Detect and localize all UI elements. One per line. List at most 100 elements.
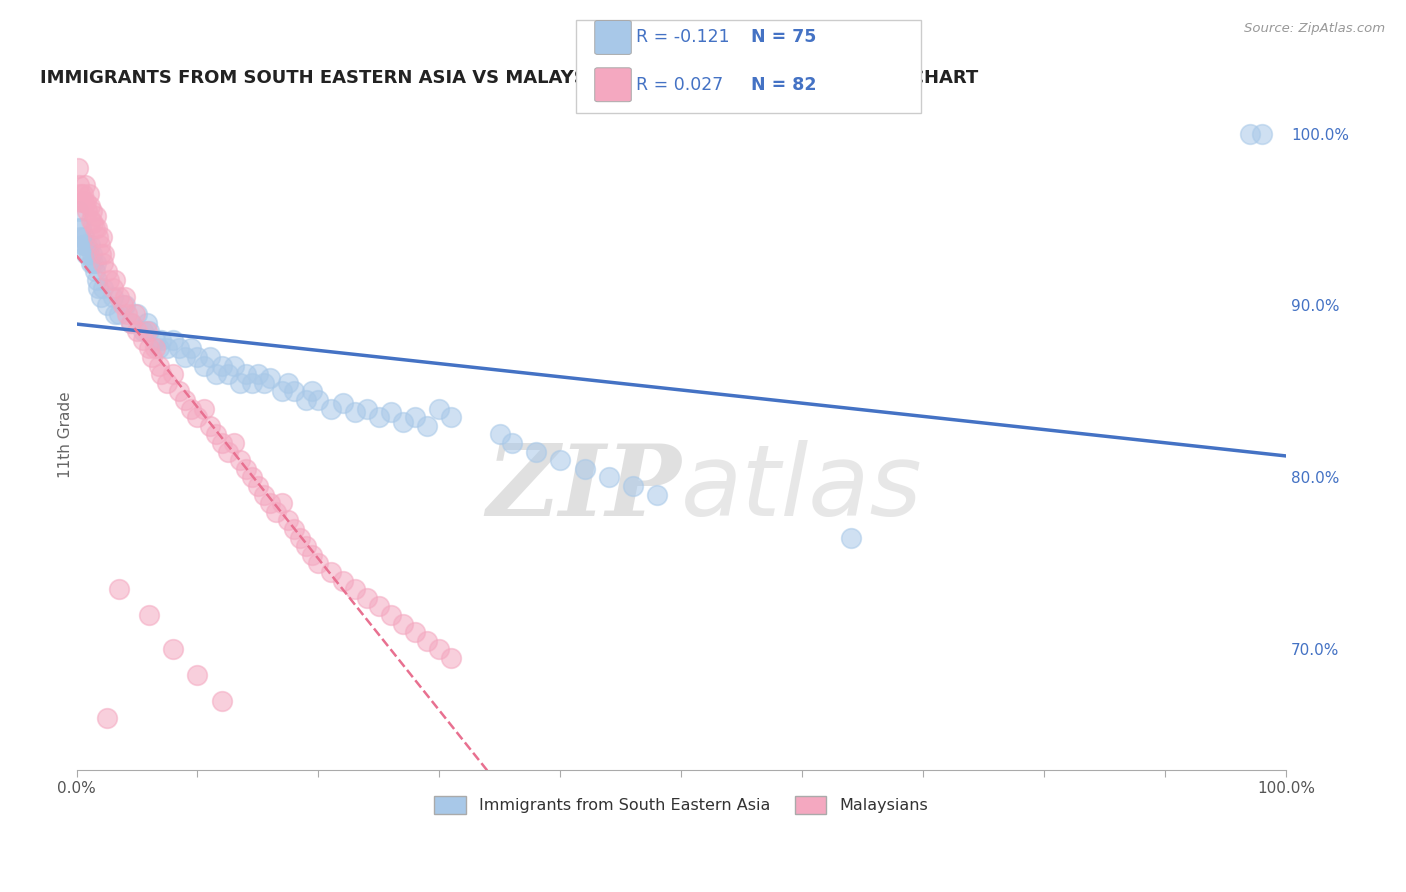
- Point: [277, 376, 299, 390]
- Point: [150, 368, 173, 382]
- Point: [180, 342, 202, 356]
- Point: [79, 238, 101, 252]
- Point: [69, 229, 91, 244]
- Point: [120, 316, 142, 330]
- Point: [440, 410, 463, 425]
- Point: [332, 396, 354, 410]
- Point: [82, 255, 104, 269]
- Point: [83, 221, 105, 235]
- Point: [598, 470, 620, 484]
- Point: [186, 350, 208, 364]
- Point: [356, 401, 378, 416]
- Point: [295, 392, 318, 407]
- Point: [82, 216, 104, 230]
- Point: [416, 418, 439, 433]
- Point: [83, 264, 105, 278]
- Point: [132, 333, 155, 347]
- Point: [72, 186, 94, 201]
- Point: [367, 410, 389, 425]
- Point: [283, 384, 305, 399]
- Text: R = -0.121: R = -0.121: [636, 29, 730, 46]
- Point: [211, 436, 233, 450]
- Point: [392, 416, 415, 430]
- Point: [77, 186, 100, 201]
- Point: [380, 405, 402, 419]
- Point: [169, 384, 191, 399]
- Point: [143, 333, 166, 347]
- Point: [222, 359, 245, 373]
- Text: N = 82: N = 82: [751, 76, 817, 94]
- Point: [217, 368, 239, 382]
- Point: [93, 247, 115, 261]
- Point: [89, 238, 111, 252]
- Point: [135, 316, 157, 330]
- Point: [1250, 127, 1272, 141]
- Point: [259, 370, 281, 384]
- Point: [489, 427, 512, 442]
- Point: [91, 229, 114, 244]
- Point: [550, 453, 572, 467]
- Point: [211, 359, 233, 373]
- Point: [120, 316, 142, 330]
- Point: [343, 582, 366, 596]
- Point: [138, 342, 160, 356]
- Point: [124, 307, 146, 321]
- Point: [143, 342, 166, 356]
- Point: [73, 229, 96, 244]
- Point: [80, 212, 103, 227]
- Point: [169, 342, 191, 356]
- Point: [240, 376, 263, 390]
- Point: [367, 599, 389, 614]
- Legend: Immigrants from South Eastern Asia, Malaysians: Immigrants from South Eastern Asia, Mala…: [426, 788, 936, 822]
- Point: [186, 410, 208, 425]
- Point: [253, 376, 276, 390]
- Point: [343, 405, 366, 419]
- Point: [104, 307, 127, 321]
- Point: [524, 444, 547, 458]
- Point: [87, 229, 110, 244]
- Point: [84, 209, 107, 223]
- Point: [77, 247, 100, 261]
- Point: [138, 607, 160, 622]
- Y-axis label: 11th Grade: 11th Grade: [58, 391, 73, 478]
- Point: [96, 264, 118, 278]
- Point: [90, 247, 112, 261]
- Point: [621, 479, 644, 493]
- Point: [574, 462, 596, 476]
- Text: R = 0.027: R = 0.027: [636, 76, 723, 94]
- Point: [66, 161, 89, 175]
- Point: [91, 281, 114, 295]
- Point: [1239, 127, 1261, 141]
- Point: [156, 342, 179, 356]
- Point: [198, 418, 221, 433]
- Point: [156, 376, 179, 390]
- Point: [84, 255, 107, 269]
- Point: [319, 401, 342, 416]
- Text: ZIP: ZIP: [486, 440, 682, 536]
- Point: [180, 401, 202, 416]
- Point: [108, 307, 131, 321]
- Point: [75, 247, 97, 261]
- Point: [148, 359, 170, 373]
- Point: [76, 238, 98, 252]
- Point: [73, 178, 96, 193]
- Point: [301, 384, 323, 399]
- Point: [193, 359, 215, 373]
- Point: [186, 668, 208, 682]
- Point: [66, 203, 89, 218]
- Point: [235, 368, 257, 382]
- Text: Source: ZipAtlas.com: Source: ZipAtlas.com: [1244, 22, 1385, 36]
- Point: [235, 462, 257, 476]
- Point: [138, 324, 160, 338]
- Text: atlas: atlas: [682, 440, 922, 537]
- Point: [380, 607, 402, 622]
- Point: [148, 342, 170, 356]
- Point: [70, 195, 93, 210]
- Point: [356, 591, 378, 605]
- Point: [307, 392, 329, 407]
- Point: [839, 531, 862, 545]
- Point: [229, 453, 252, 467]
- Point: [82, 247, 104, 261]
- Point: [101, 281, 124, 295]
- Point: [222, 436, 245, 450]
